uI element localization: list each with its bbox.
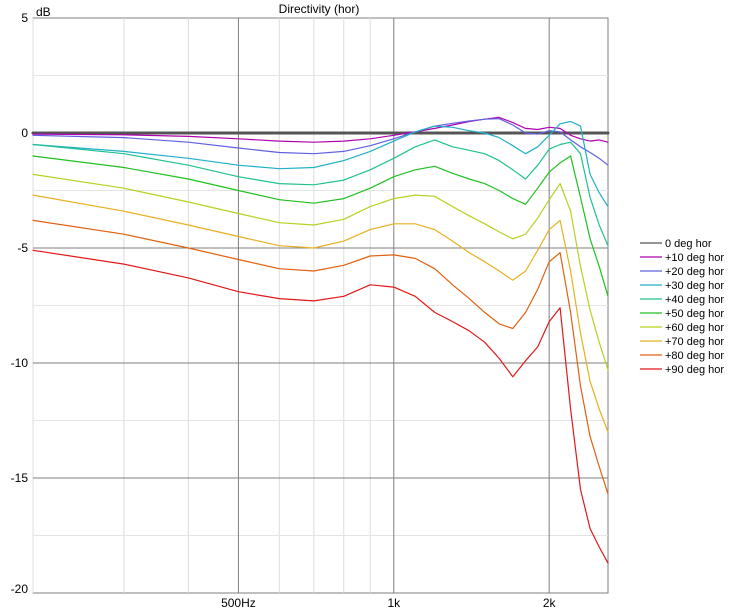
y-tick-label: 0 [21, 126, 28, 140]
y-axis-ticks: 5 0 -5 -10 -15 -20 [11, 11, 29, 596]
series-layer [31, 116, 610, 564]
series-line-6 [32, 173, 609, 371]
x-tick-label: 500Hz [221, 596, 256, 610]
legend-label-7: +70 deg hor [665, 336, 724, 348]
legend-label-2: +20 deg hor [665, 266, 724, 278]
series-line-8 [32, 219, 609, 495]
x-axis-ticks: 500Hz 1k 2k [221, 596, 556, 610]
y-tick-label: 5 [21, 11, 28, 25]
plot-area [31, 17, 610, 594]
legend-label-0: 0 deg hor [665, 238, 712, 250]
y-axis-unit: dB [36, 5, 51, 19]
series-line-4 [32, 139, 609, 247]
series-line-3 [32, 120, 609, 208]
legend-label-3: +30 deg hor [665, 280, 724, 292]
series-line-9 [32, 249, 609, 564]
legend-label-8: +80 deg hor [665, 350, 724, 362]
x-tick-label: 2k [543, 596, 557, 610]
y-tick-label: -5 [17, 241, 28, 255]
chart-title: Directivity (hor) [279, 2, 360, 16]
legend-label-9: +90 deg hor [665, 364, 724, 376]
y-tick-label: -10 [11, 356, 29, 370]
series-line-7 [32, 194, 609, 433]
legend: 0 deg hor +10 deg hor +20 deg hor +30 deg h… [640, 238, 724, 376]
y-tick-label: -15 [11, 471, 29, 485]
legend-label-5: +50 deg hor [665, 308, 724, 320]
legend-label-6: +60 deg hor [665, 322, 724, 334]
x-tick-label: 1k [387, 596, 401, 610]
series-line-2 [32, 118, 609, 166]
legend-label-1: +10 deg hor [665, 252, 724, 264]
legend-label-4: +40 deg hor [665, 294, 724, 306]
series-line-5 [32, 155, 609, 297]
grid-minor [32, 18, 608, 593]
y-tick-label: -20 [11, 582, 29, 596]
